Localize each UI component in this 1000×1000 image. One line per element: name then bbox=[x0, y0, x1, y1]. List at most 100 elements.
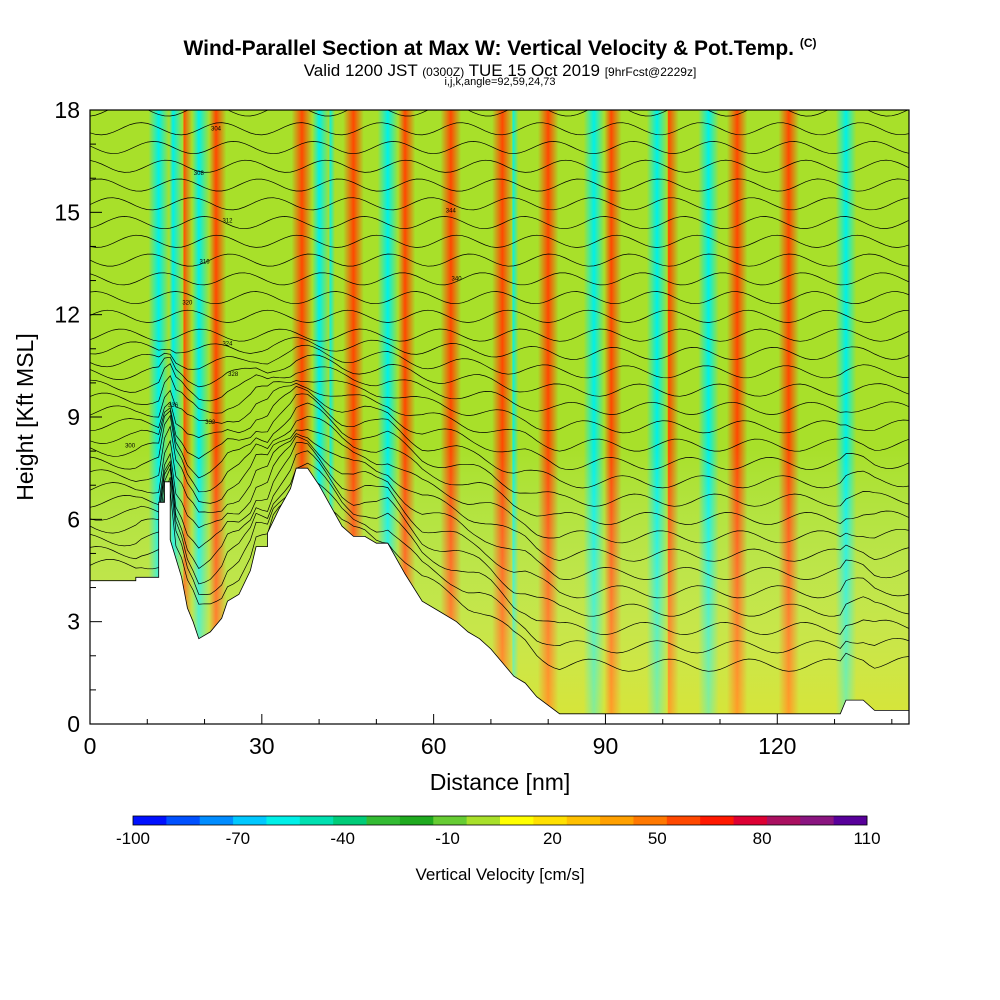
colorbar-swatch bbox=[533, 816, 568, 825]
isentrope-line bbox=[90, 328, 909, 342]
forecast-info: [9hrFcst@2229z] bbox=[604, 65, 697, 79]
colorbar-swatch bbox=[133, 816, 167, 825]
colorbar-tick-label: -10 bbox=[435, 829, 460, 848]
isentrope-line bbox=[90, 442, 909, 599]
y-tick-label: 18 bbox=[54, 97, 80, 123]
isentrope-line bbox=[90, 234, 909, 248]
isentrope-label: 340 bbox=[452, 277, 463, 283]
isentrope-line bbox=[90, 476, 909, 654]
colorbar-swatch bbox=[299, 816, 334, 825]
isentrope-label: 308 bbox=[194, 171, 205, 177]
isentrope-label: 332 bbox=[205, 420, 216, 426]
isentrope-line bbox=[90, 386, 909, 470]
isentrope-line bbox=[90, 425, 909, 544]
x-tick-label: 120 bbox=[758, 733, 796, 759]
x-axis-label: Distance [nm] bbox=[430, 769, 571, 795]
isentrope-label: 320 bbox=[182, 300, 193, 306]
colorbar-swatch bbox=[800, 816, 835, 825]
isentrope-line bbox=[90, 159, 909, 173]
x-tick-label: 30 bbox=[249, 733, 275, 759]
y-tick-label: 12 bbox=[54, 302, 80, 328]
colorbar-swatch bbox=[666, 816, 701, 825]
isentrope-line bbox=[90, 483, 909, 672]
isentrope-line bbox=[90, 110, 909, 117]
isentrope-line bbox=[90, 122, 909, 136]
title-copyright: (C) bbox=[799, 36, 817, 50]
isentrope-line bbox=[90, 344, 909, 379]
colorbar-tick-label: 110 bbox=[853, 829, 880, 848]
isentrope-line bbox=[90, 309, 909, 323]
y-tick-label: 6 bbox=[67, 506, 80, 532]
isentrope-line bbox=[90, 375, 909, 434]
isentrope-label: 324 bbox=[222, 341, 233, 347]
colorbar-swatch bbox=[766, 816, 801, 825]
isentrope-label: 344 bbox=[446, 208, 457, 214]
colorbar-swatch bbox=[633, 816, 668, 825]
colorbar-swatch bbox=[366, 816, 401, 825]
colorbar-swatch bbox=[166, 816, 201, 825]
isentrope-label: 316 bbox=[200, 260, 211, 266]
colorbar-tick-label: -40 bbox=[330, 829, 355, 848]
isentrope-line bbox=[90, 393, 909, 489]
colorbar-swatch bbox=[333, 816, 367, 825]
colorbar-tick-label: 50 bbox=[648, 829, 667, 848]
y-tick-label: 15 bbox=[54, 199, 80, 225]
colorbar-swatch bbox=[700, 816, 734, 825]
y-tick-label: 0 bbox=[67, 711, 80, 737]
y-tick-label: 9 bbox=[67, 404, 80, 430]
colorbar-tick-label: 20 bbox=[543, 829, 562, 848]
colorbar-swatch bbox=[433, 816, 468, 825]
chart-subtitle: Valid 1200 JST (0300Z) TUE 15 Oct 2019 [… bbox=[0, 61, 1000, 81]
colorbar-tick-label: -100 bbox=[116, 829, 150, 848]
valid-utc: (0300Z) bbox=[422, 65, 465, 79]
isentrope-label: 312 bbox=[222, 219, 233, 225]
isentrope-line bbox=[90, 462, 909, 635]
colorbar-swatch bbox=[399, 816, 434, 825]
isentrope-line bbox=[90, 272, 909, 286]
terrain-mask bbox=[90, 467, 909, 724]
isentrope-line bbox=[90, 253, 909, 267]
isentrope-line bbox=[90, 336, 909, 360]
valid-date: TUE 15 Oct 2019 bbox=[468, 61, 600, 80]
isentrope-label: 336 bbox=[168, 403, 179, 409]
y-axis-ticks: 0 3 6 9 12 15 18 bbox=[54, 97, 102, 737]
x-axis-ticks: 0 30 60 90 120 bbox=[84, 714, 893, 759]
y-axis-label: Height [Kft MSL] bbox=[12, 333, 38, 500]
section-params: i,j,k,angle=92,59,24,73 bbox=[444, 76, 556, 88]
isentrope-line bbox=[90, 216, 909, 230]
isentrope-line bbox=[90, 382, 909, 452]
colorbar-frame bbox=[132, 815, 868, 826]
x-tick-label: 0 bbox=[84, 733, 97, 759]
colorbar-swatch bbox=[500, 816, 534, 825]
colorbar-swatch bbox=[566, 816, 601, 825]
colorbar-swatch bbox=[266, 816, 301, 825]
isentrope-line bbox=[90, 435, 909, 580]
x-tick-label: 60 bbox=[421, 733, 447, 759]
title-main: Wind-Parallel Section at Max W: Vertical… bbox=[183, 37, 794, 60]
isentrope-line bbox=[90, 402, 909, 507]
potential-temperature-contours: 300 304 308 312 316 320 324 328 332 336 340 344 bbox=[90, 85, 909, 672]
isentrope-line bbox=[90, 414, 909, 525]
isentrope-line bbox=[90, 178, 909, 192]
colorbar-swatch bbox=[833, 816, 868, 825]
colorbar: -100 -70 -40 -10 20 50 80 110 bbox=[116, 815, 881, 848]
isentrope-label: 300 bbox=[125, 444, 136, 450]
colorbar-swatch bbox=[733, 816, 768, 825]
isentrope-label: 328 bbox=[228, 372, 239, 378]
colorbar-swatch bbox=[466, 816, 501, 825]
y-tick-label: 3 bbox=[67, 609, 80, 635]
isentrope-label: 304 bbox=[211, 126, 222, 132]
colorbar-swatch bbox=[233, 816, 267, 825]
x-tick-label: 90 bbox=[593, 733, 619, 759]
isentrope-line bbox=[90, 450, 909, 617]
isentrope-line bbox=[90, 291, 909, 305]
isentrope-line bbox=[90, 85, 909, 97]
isentrope-line bbox=[90, 197, 909, 211]
isentrope-line bbox=[90, 363, 909, 415]
colorbar-tick-label: -70 bbox=[226, 829, 251, 848]
isentrope-line bbox=[90, 433, 909, 562]
colorbar-tick-label: 80 bbox=[753, 829, 772, 848]
valid-prefix: Valid 1200 JST bbox=[303, 61, 418, 80]
isentrope-line bbox=[90, 141, 909, 155]
